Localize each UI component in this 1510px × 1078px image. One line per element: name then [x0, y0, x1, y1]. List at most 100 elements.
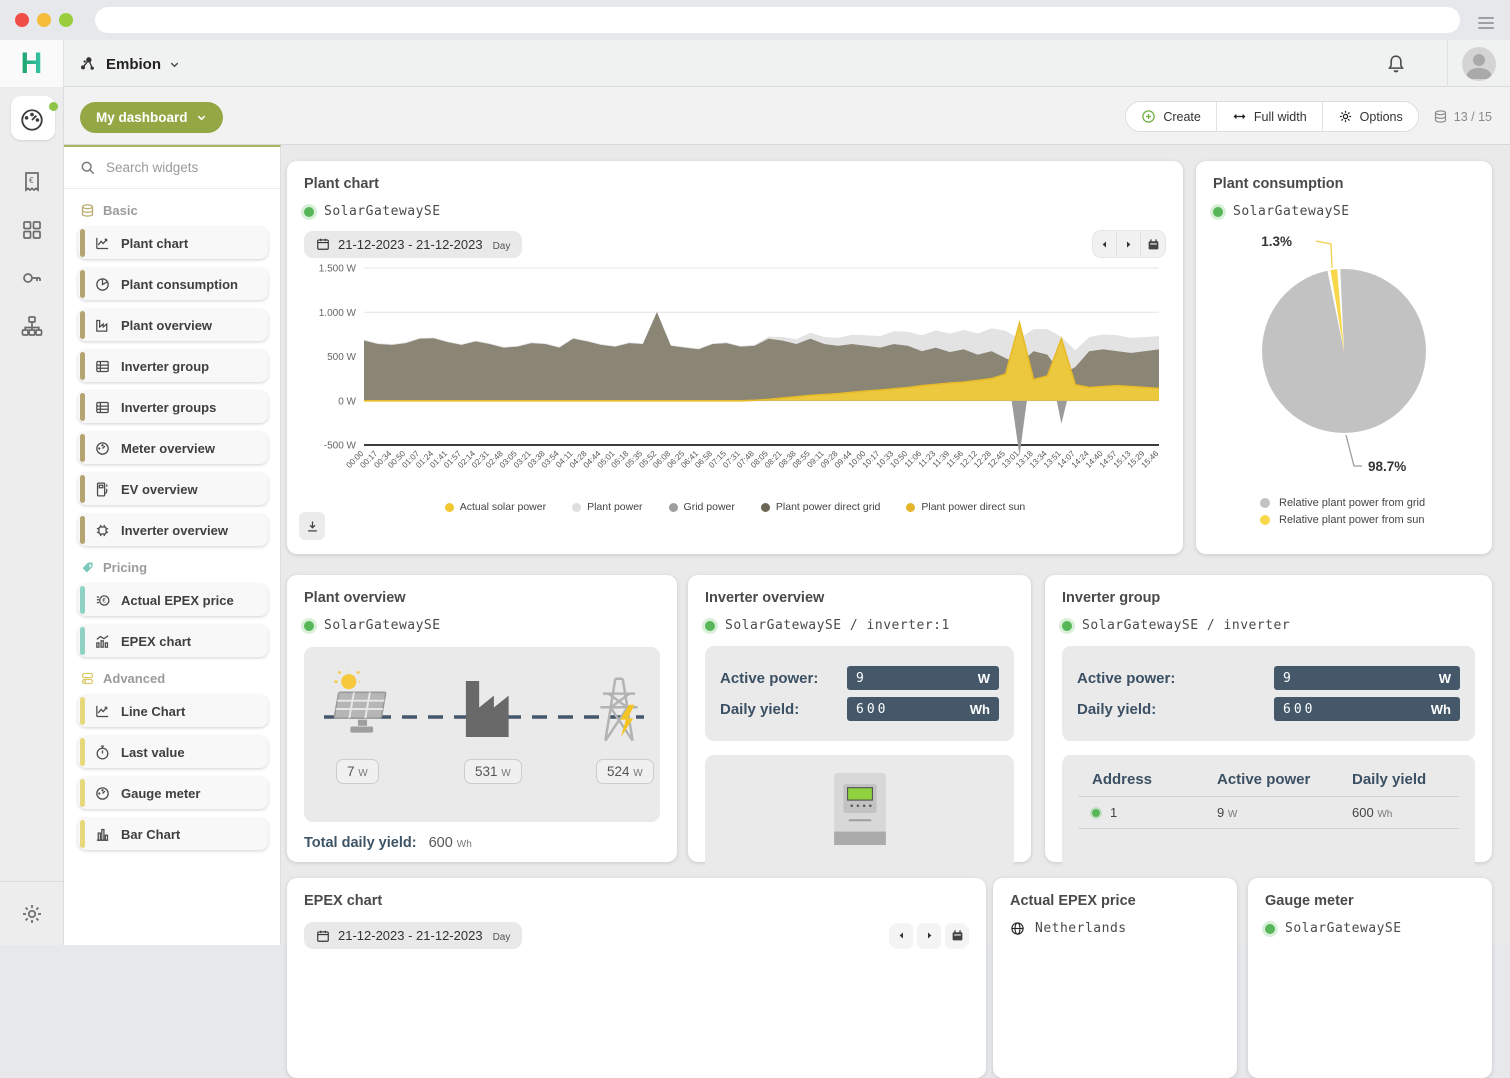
- widget-item-bar-chart[interactable]: Bar Chart: [78, 818, 268, 850]
- arrow-left-icon: [1102, 241, 1106, 247]
- plant-chart-legend: Actual solar power Plant power Grid powe…: [304, 501, 1166, 513]
- status-dot: [304, 206, 314, 217]
- table-row[interactable]: 1 9 W 600 Wh: [1078, 796, 1459, 829]
- next-period-button[interactable]: [917, 922, 941, 949]
- organization-name: Embion: [106, 55, 161, 73]
- table-icon: [96, 360, 109, 372]
- widget-item-epex-chart[interactable]: EPEX chart: [78, 625, 268, 657]
- arrow-right-icon: [1127, 241, 1131, 247]
- widget-search[interactable]: [64, 147, 280, 189]
- legend-label: Relative plant power from sun: [1279, 514, 1425, 526]
- chip-icon: [96, 524, 109, 536]
- browser-bar: [0, 0, 1510, 40]
- legend-label: Plant power direct grid: [775, 501, 881, 513]
- full-width-label: Full width: [1253, 109, 1307, 124]
- download-button[interactable]: [299, 512, 325, 540]
- download-icon: [307, 521, 317, 531]
- prev-period-button[interactable]: [1093, 231, 1117, 257]
- factory-icon: [465, 680, 509, 737]
- nav-hierarchy[interactable]: [0, 302, 64, 350]
- widget-item-actual-epex-price[interactable]: € Actual EPEX price: [78, 584, 268, 616]
- network-icon: [81, 57, 94, 70]
- grid-tower-icon: [600, 677, 638, 742]
- widget-item-gauge-meter[interactable]: Gauge meter: [78, 777, 268, 809]
- arrow-left-icon: [899, 932, 903, 939]
- search-icon: [81, 161, 95, 174]
- nav-rail: €: [0, 87, 64, 945]
- svg-text:1.000 W: 1.000 W: [319, 308, 357, 319]
- dashboard-selector-button[interactable]: My dashboard: [80, 102, 223, 133]
- widget-count-label: 13 / 15: [1453, 109, 1492, 124]
- inverter-image-panel: [705, 755, 1014, 871]
- legend-label: Plant power direct sun: [921, 501, 1026, 513]
- widget-title: Gauge meter: [1265, 893, 1354, 909]
- window-zoom-button[interactable]: [59, 13, 73, 27]
- create-label: Create: [1163, 109, 1201, 124]
- date-range-picker[interactable]: 21-12-2023 - 21-12-2023 Day: [304, 230, 523, 258]
- plant-chart-widget: Plant chart SolarGatewaySE 21-12-2023 - …: [287, 161, 1183, 554]
- notifications-bell-icon[interactable]: [1385, 53, 1407, 75]
- stopwatch-icon: [96, 744, 109, 760]
- legend-label: Relative plant power from grid: [1279, 497, 1426, 509]
- key-icon: [23, 273, 41, 283]
- kv-label: Active power:: [720, 669, 819, 687]
- combo-chart-icon: [96, 634, 109, 648]
- calendar-button[interactable]: [1141, 231, 1165, 257]
- line-chart-icon: [96, 237, 109, 249]
- pie-label-sun: 1.3%: [1261, 234, 1292, 249]
- user-menu[interactable]: [1447, 40, 1510, 87]
- nav-access-keys[interactable]: [0, 254, 64, 302]
- energy-flow-panel: 7 W 531 W 524 W: [304, 647, 660, 822]
- create-button[interactable]: Create: [1126, 102, 1217, 131]
- daily-yield-value: 600 Wh: [1274, 697, 1460, 721]
- nav-invoices[interactable]: €: [0, 158, 64, 206]
- status-dot: [304, 620, 314, 631]
- prev-period-button[interactable]: [889, 922, 913, 949]
- date-range-label: 21-12-2023 - 21-12-2023: [338, 928, 483, 943]
- widget-item-line-chart[interactable]: Line Chart: [78, 695, 268, 727]
- consumption-pie-chart[interactable]: 1.3% 98.7%: [1196, 219, 1492, 487]
- nav-dashboards[interactable]: [0, 96, 64, 144]
- globe-icon: [1011, 922, 1024, 935]
- meter-gauge-icon: [96, 786, 109, 800]
- nav-settings[interactable]: [0, 881, 64, 945]
- calendar-icon: [1148, 238, 1158, 249]
- widget-item-plant-consumption[interactable]: Plant consumption: [78, 268, 268, 300]
- widget-item-plant-chart[interactable]: Plant chart: [78, 227, 268, 259]
- search-input[interactable]: [106, 160, 256, 175]
- dashboard-toolbar: My dashboard Create Full width Options 1…: [64, 87, 1510, 145]
- widget-item-inverter-group[interactable]: Inverter group: [78, 350, 268, 382]
- organization-switcher[interactable]: Embion: [78, 49, 180, 79]
- calendar-icon: [952, 930, 962, 941]
- device-name: SolarGatewaySE: [1233, 204, 1350, 219]
- inverter-device-icon: [833, 772, 886, 846]
- chevron-down-icon: [170, 62, 179, 67]
- window-close-button[interactable]: [15, 13, 29, 27]
- granularity-label: Day: [492, 932, 511, 943]
- col-active-power: Active power: [1217, 771, 1311, 788]
- daily-yield-value: 600 Wh: [847, 697, 999, 721]
- next-period-button[interactable]: [1117, 231, 1141, 257]
- calendar-button[interactable]: [945, 922, 969, 949]
- window-minimize-button[interactable]: [37, 13, 51, 27]
- widget-item-inverter-groups[interactable]: Inverter groups: [78, 391, 268, 423]
- granularity-label: Day: [492, 240, 511, 252]
- app-logo[interactable]: H: [0, 40, 64, 87]
- widget-item-inverter-overview[interactable]: Inverter overview: [78, 514, 268, 546]
- options-button[interactable]: Options: [1322, 102, 1418, 131]
- inverter-overview-widget: Inverter overview SolarGatewaySE / inver…: [688, 575, 1031, 871]
- full-width-button[interactable]: Full width: [1216, 102, 1323, 131]
- arrow-right-icon: [927, 932, 931, 939]
- widget-item-meter-overview[interactable]: Meter overview: [78, 432, 268, 464]
- widget-item-ev-overview[interactable]: EV overview: [78, 473, 268, 505]
- address-bar[interactable]: [95, 7, 1460, 33]
- gauge-meter-widget: Gauge meter SolarGatewaySE: [1248, 878, 1492, 1078]
- widget-item-plant-overview[interactable]: Plant overview: [78, 309, 268, 341]
- widget-item-last-value[interactable]: Last value: [78, 736, 268, 768]
- table-icon: [96, 401, 109, 413]
- svg-text:500 W: 500 W: [327, 352, 356, 363]
- browser-menu-icon[interactable]: [1478, 14, 1494, 32]
- nav-widgets[interactable]: [0, 206, 64, 254]
